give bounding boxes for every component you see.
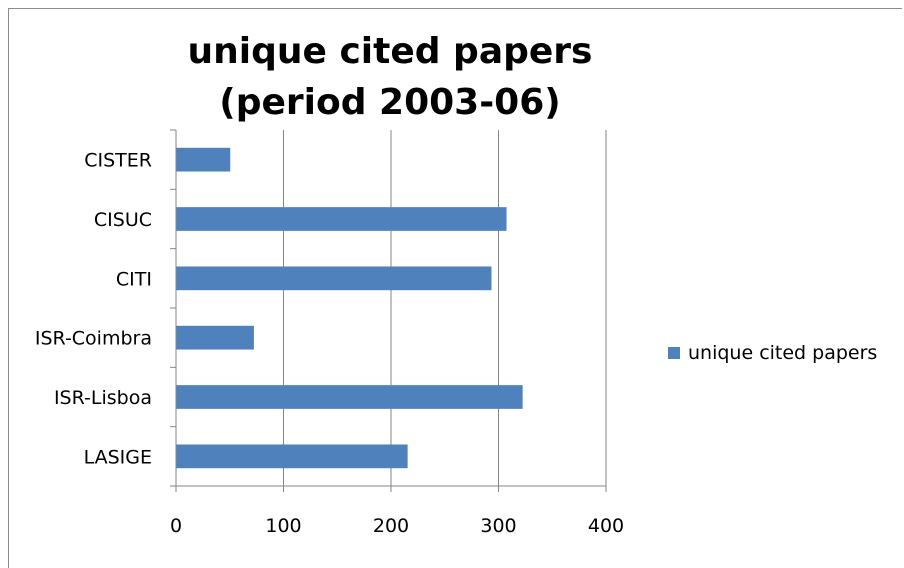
bar-citi — [176, 266, 492, 291]
x-tick-label-400: 400 — [588, 515, 624, 537]
bar-cisuc — [176, 207, 507, 231]
gridlines — [283, 130, 607, 486]
bar-lasige — [176, 444, 408, 469]
bar-cister — [176, 147, 231, 172]
category-label-isr-lisboa: ISR-Lisboa — [54, 387, 152, 409]
legend-label: unique cited papers — [688, 342, 878, 364]
category-label-citi: CITI — [116, 268, 152, 290]
category-labels: CISTER CISUC CITI ISR-Coimbra ISR-Lisboa LASI… — [35, 150, 152, 469]
chart-title: unique cited papers (period 2003-06) — [150, 26, 630, 128]
bar-isr-lisboa — [176, 385, 523, 409]
category-label-cister: CISTER — [84, 150, 152, 172]
axes — [170, 129, 607, 492]
x-tick-label-300: 300 — [480, 515, 516, 537]
bars — [176, 147, 523, 469]
legend: unique cited papers — [668, 342, 877, 364]
x-tick-labels: 0 100 200 300 400 — [170, 515, 624, 537]
chart-title-line-1: unique cited papers — [187, 31, 593, 72]
category-label-lasige: LASIGE — [84, 446, 152, 468]
bar-isr-coimbra — [176, 325, 254, 350]
category-label-cisuc: CISUC — [94, 209, 152, 231]
chart-title-line-2: (period 2003-06) — [219, 82, 561, 123]
x-tick-label-200: 200 — [373, 515, 409, 537]
x-tick-label-100: 100 — [265, 515, 301, 537]
category-label-isr-coimbra: ISR-Coimbra — [35, 328, 152, 350]
x-tick-label-0: 0 — [170, 515, 182, 537]
legend-swatch — [668, 347, 680, 359]
